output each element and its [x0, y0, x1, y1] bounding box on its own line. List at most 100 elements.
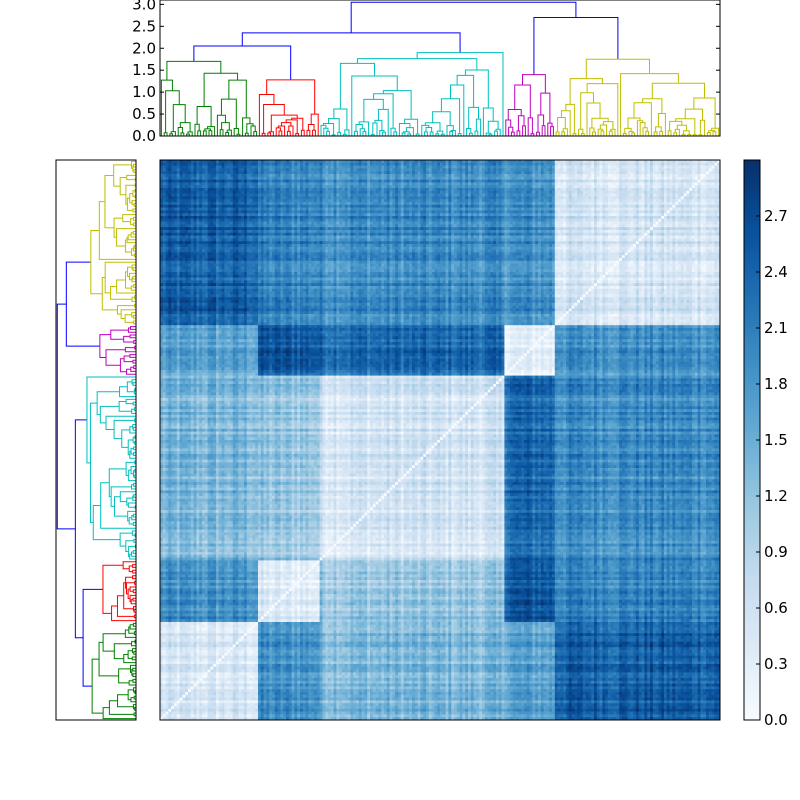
heatmap-cell	[669, 213, 673, 217]
heatmap-cell	[445, 199, 449, 203]
heatmap-cell	[280, 160, 284, 164]
heatmap-cell	[283, 227, 287, 231]
heatmap-cell	[532, 221, 536, 225]
heatmap-cell	[647, 179, 651, 183]
heatmap-cell	[241, 196, 245, 200]
heatmap-cell	[571, 165, 575, 169]
heatmap-cell	[599, 168, 603, 172]
heatmap-cell	[260, 213, 264, 217]
heatmap-cell	[280, 202, 284, 206]
heatmap-cell	[218, 176, 222, 180]
heatmap-cell	[384, 196, 388, 200]
heatmap-cell	[165, 216, 169, 220]
heatmap-cell	[311, 221, 315, 225]
heatmap-cell	[641, 204, 645, 208]
heatmap-cell	[328, 193, 332, 197]
heatmap-cell	[302, 210, 306, 214]
heatmap-cell	[426, 204, 430, 208]
heatmap-cell	[400, 188, 404, 192]
heatmap-cell	[199, 207, 203, 211]
heatmap-cell	[633, 176, 637, 180]
heatmap-cell	[610, 199, 614, 203]
heatmap-cell	[493, 168, 497, 172]
heatmap-cell	[426, 160, 430, 164]
heatmap-cell	[529, 193, 533, 197]
heatmap-cell	[283, 207, 287, 211]
heatmap-cell	[412, 199, 416, 203]
heatmap-cell	[389, 182, 393, 186]
heatmap-cell	[409, 162, 413, 166]
heatmap-cell	[549, 162, 553, 166]
heatmap-cell	[258, 162, 262, 166]
heatmap-cell	[650, 221, 654, 225]
heatmap-cell	[210, 196, 214, 200]
heatmap-cell	[294, 221, 298, 225]
heatmap-cell	[347, 213, 351, 217]
heatmap-cell	[328, 162, 332, 166]
heatmap-cell	[252, 185, 256, 189]
heatmap-cell	[294, 168, 298, 172]
heatmap-cell	[216, 182, 220, 186]
heatmap-cell	[683, 210, 687, 214]
heatmap-cell	[423, 221, 427, 225]
heatmap-cell	[378, 221, 382, 225]
heatmap-cell	[582, 171, 586, 175]
heatmap-cell	[456, 216, 460, 220]
heatmap-cell	[708, 216, 712, 220]
heatmap-cell	[650, 196, 654, 200]
heatmap-cell	[694, 160, 698, 164]
heatmap-cell	[386, 179, 390, 183]
heatmap-cell	[535, 213, 539, 217]
heatmap-cell	[507, 179, 511, 183]
heatmap-cell	[675, 165, 679, 169]
heatmap-cell	[437, 202, 441, 206]
heatmap-cell	[448, 210, 452, 214]
heatmap-cell	[249, 202, 253, 206]
heatmap-cell	[484, 193, 488, 197]
heatmap-cell	[594, 202, 598, 206]
heatmap-cell	[560, 221, 564, 225]
heatmap-cell	[336, 190, 340, 194]
heatmap-cell	[496, 162, 500, 166]
heatmap-cell	[585, 182, 589, 186]
heatmap-cell	[302, 171, 306, 175]
heatmap-cell	[582, 218, 586, 222]
heatmap-cell	[540, 160, 544, 164]
heatmap-cell	[230, 193, 234, 197]
heatmap-cell	[529, 227, 533, 231]
heatmap-cell	[426, 193, 430, 197]
heatmap-cell	[714, 202, 718, 206]
heatmap-cell	[717, 199, 721, 203]
heatmap-cell	[440, 188, 444, 192]
heatmap-cell	[641, 193, 645, 197]
heatmap-cell	[171, 202, 175, 206]
heatmap-cell	[263, 171, 267, 175]
heatmap-cell	[370, 160, 374, 164]
heatmap-cell	[624, 227, 628, 231]
heatmap-cell	[711, 196, 715, 200]
heatmap-cell	[381, 171, 385, 175]
heatmap-cell	[358, 179, 362, 183]
heatmap-cell	[697, 193, 701, 197]
heatmap-cell	[571, 182, 575, 186]
heatmap-cell	[218, 193, 222, 197]
heatmap-cell	[638, 207, 642, 211]
heatmap-cell	[521, 176, 525, 180]
heatmap-cell	[454, 171, 458, 175]
heatmap-cell	[602, 213, 606, 217]
heatmap-cell	[501, 213, 505, 217]
heatmap-cell	[179, 168, 183, 172]
heatmap-cell	[291, 216, 295, 220]
heatmap-cell	[171, 224, 175, 228]
heatmap-cell	[694, 165, 698, 169]
heatmap-cell	[325, 221, 329, 225]
heatmap-cell	[610, 176, 614, 180]
heatmap-cell	[661, 218, 665, 222]
heatmap-cell	[356, 202, 360, 206]
heatmap-cell	[535, 218, 539, 222]
heatmap-cell	[204, 188, 208, 192]
heatmap-cell	[610, 168, 614, 172]
heatmap-cell	[630, 227, 634, 231]
heatmap-cell	[580, 171, 584, 175]
heatmap-cell	[619, 185, 623, 189]
